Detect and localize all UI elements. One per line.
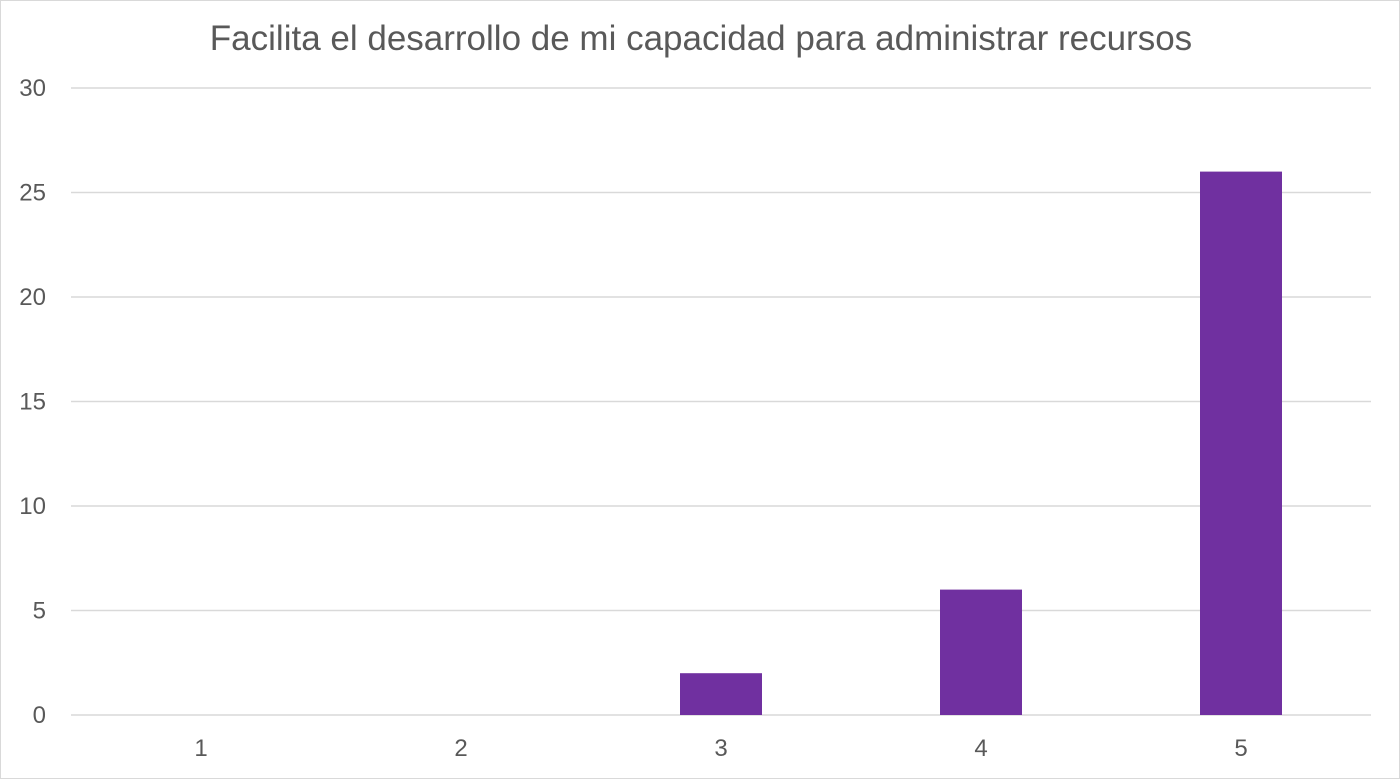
y-tick-label: 30: [19, 75, 46, 102]
x-tick-label: 3: [714, 735, 727, 762]
y-tick-label: 25: [19, 180, 46, 207]
x-tick-label: 4: [974, 735, 987, 762]
y-tick-label: 10: [19, 493, 46, 520]
bar-4: [940, 589, 1022, 715]
y-tick-label: 5: [33, 598, 46, 625]
chart-title: Facilita el desarrollo de mi capacidad p…: [209, 19, 1193, 58]
y-tick-label: 20: [19, 284, 46, 311]
x-tick-label: 1: [194, 735, 207, 762]
bar-3: [680, 673, 762, 715]
y-tick-label: 15: [19, 389, 46, 416]
x-tick-label: 2: [454, 735, 467, 762]
x-tick-label: 5: [1234, 735, 1247, 762]
bar-5: [1200, 171, 1282, 716]
y-tick-label: 0: [33, 702, 46, 729]
